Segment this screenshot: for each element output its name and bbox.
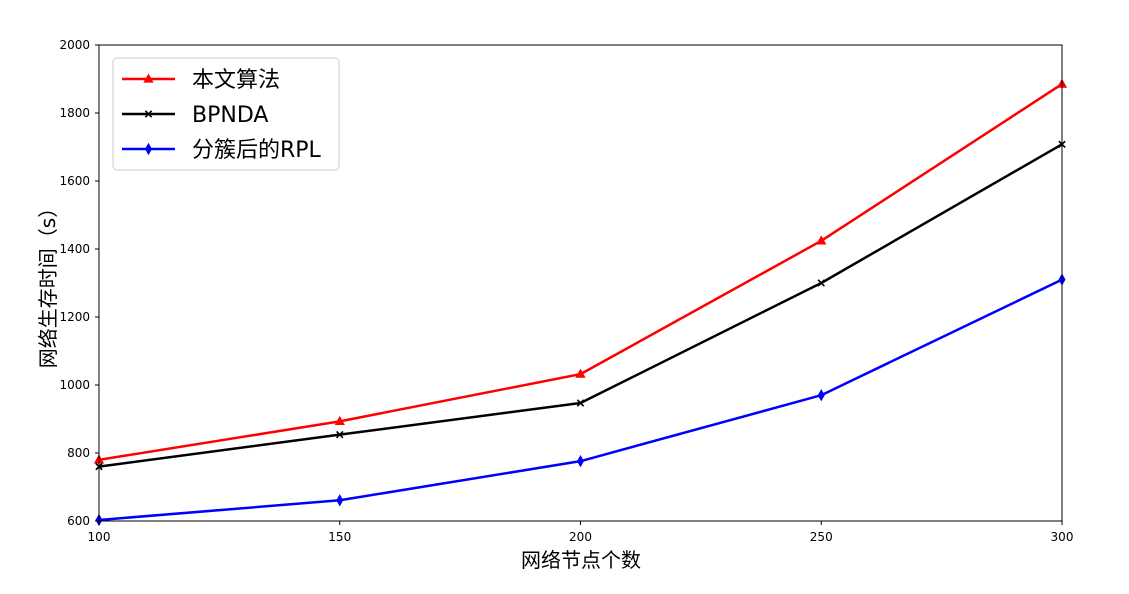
legend-label: 本文算法 <box>192 68 280 93</box>
x-marker-stroke <box>144 110 153 118</box>
tick-layer: 100 150 200 250 300 600 800 1000 1200 1400 1600 180… <box>59 38 1073 544</box>
legend-marker <box>144 110 153 118</box>
series-layer <box>93 78 1068 527</box>
y-axis-label: 网络生存时间（s） <box>36 198 60 368</box>
y-tick-label: 1000 <box>59 378 90 392</box>
y-tick-label: 1800 <box>59 106 90 120</box>
legend-label: 分簇后的RPL <box>192 138 322 163</box>
data-point <box>575 368 586 378</box>
y-tick-label: 2000 <box>59 38 90 52</box>
x-tick-label: 150 <box>328 530 351 544</box>
data-point <box>334 415 345 426</box>
data-point <box>816 235 827 245</box>
x-tick-label: 250 <box>810 530 833 544</box>
y-tick-label: 1600 <box>59 174 90 188</box>
legend-label: BPNDA <box>192 103 268 128</box>
y-tick-label: 1400 <box>59 242 90 256</box>
data-point <box>577 454 584 468</box>
x-tick-label: 100 <box>88 530 111 544</box>
x-marker-stroke <box>336 430 344 439</box>
x-tick-label: 300 <box>1051 530 1074 544</box>
y-tick-label: 600 <box>67 514 90 528</box>
legend-marker <box>145 142 152 156</box>
legend: 本文算法 BPNDA 分簇后的RPL <box>112 57 340 171</box>
data-point <box>576 399 585 407</box>
x-marker-stroke <box>817 279 825 287</box>
data-point <box>336 494 344 507</box>
legend-marker <box>143 73 154 83</box>
data-point <box>336 430 344 439</box>
legend-box <box>112 57 340 171</box>
y-tick-label: 1200 <box>59 310 90 324</box>
x-axis-label: 网络节点个数 <box>521 548 641 572</box>
x-tick-label: 200 <box>569 530 592 544</box>
y-tick-label: 800 <box>67 446 90 460</box>
data-point <box>817 279 825 287</box>
x-marker-stroke <box>576 399 585 407</box>
data-point <box>817 389 825 402</box>
